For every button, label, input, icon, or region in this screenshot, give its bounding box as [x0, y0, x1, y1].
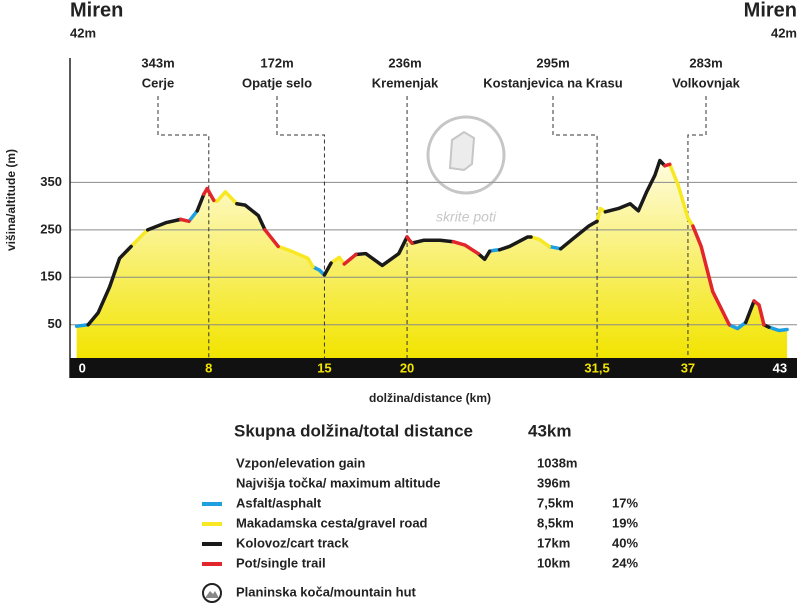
annotation-elevation: 343m — [141, 55, 174, 70]
annotation-elevation: 172m — [260, 55, 293, 70]
legend-distance: 10km — [537, 555, 570, 570]
annotation-elevation: 236m — [388, 55, 421, 70]
x-tick-label: 20 — [400, 360, 414, 375]
plot: 50 150 250 350 0 8 15 20 31,5 37 43 — [40, 58, 797, 378]
watermark: skrite poti — [426, 115, 506, 225]
start-elevation: 42m — [70, 25, 96, 40]
start-name: Miren — [70, 0, 123, 21]
legend-percent: 17% — [612, 495, 638, 510]
legend-label: Pot/single trail — [236, 555, 326, 570]
y-axis-label: višina/altitude (m) — [4, 149, 18, 251]
legend-distance: 8,5km — [537, 515, 574, 530]
profile-line — [74, 209, 789, 333]
x-tick-label: 0 — [79, 360, 86, 375]
legend-label: Makadamska cesta/gravel road — [236, 515, 428, 530]
legend-distance: 17km — [537, 535, 570, 550]
x-tick-label: 8 — [205, 360, 212, 375]
summary-value: 1038m — [537, 455, 577, 470]
x-tick-label: 43 — [773, 360, 787, 375]
profile-line — [86, 158, 771, 329]
legend-label: Asfalt/asphalt — [236, 495, 322, 510]
annotation-name: Kostanjevica na Krasu — [483, 75, 623, 90]
hut-icon-mountain — [205, 591, 219, 598]
x-tick-label: 37 — [681, 360, 695, 375]
total-label: Skupna dolžina/total distance — [234, 421, 473, 440]
legend-percent: 40% — [612, 535, 638, 550]
annotation-line — [157, 96, 210, 358]
x-tick-label: 31,5 — [584, 360, 609, 375]
summary-rows: Vzpon/elevation gain 1038m Najvišja točka/… — [202, 455, 638, 570]
annotation-line — [276, 96, 325, 358]
x-axis-bar — [70, 358, 797, 378]
hut-legend: Planinska koča/mountain hut — [202, 583, 417, 603]
profile-fill — [76, 160, 788, 358]
watermark-ring — [426, 115, 506, 195]
annotation-line — [687, 96, 707, 358]
summary-value: 396m — [537, 475, 570, 490]
y-tick-label: 150 — [40, 269, 62, 284]
total-value: 43km — [528, 421, 571, 440]
y-tick-label: 50 — [48, 316, 62, 331]
x-axis-label: dolžina/distance (km) — [369, 391, 491, 405]
y-tick-label: 350 — [40, 174, 62, 189]
summary-label: Vzpon/elevation gain — [236, 455, 365, 470]
end-elevation: 42m — [771, 25, 797, 40]
summary-label: Najvišja točka/ maximum altitude — [236, 475, 440, 490]
annotation-elevation: 295m — [536, 55, 569, 70]
annotation-elevation: 283m — [689, 55, 722, 70]
watermark-text: skrite poti — [436, 209, 497, 225]
annotation-name: Volkovnjak — [672, 75, 740, 90]
legend-percent: 24% — [612, 555, 638, 570]
y-tick-label: 250 — [40, 221, 62, 236]
annotation-name: Opatje selo — [242, 75, 312, 90]
profile-line — [178, 162, 766, 327]
annotation-name: Kremenjak — [372, 75, 439, 90]
legend-percent: 19% — [612, 515, 638, 530]
hut-label: Planinska koča/mountain hut — [236, 584, 417, 599]
watermark-boot — [448, 130, 476, 172]
profile-line — [129, 162, 695, 269]
annotation-name: Cerje — [142, 75, 175, 90]
x-tick-label: 15 — [317, 360, 331, 375]
legend-distance: 7,5km — [537, 495, 574, 510]
legend-label: Kolovoz/cart track — [236, 535, 349, 550]
end-name: Miren — [744, 0, 797, 21]
